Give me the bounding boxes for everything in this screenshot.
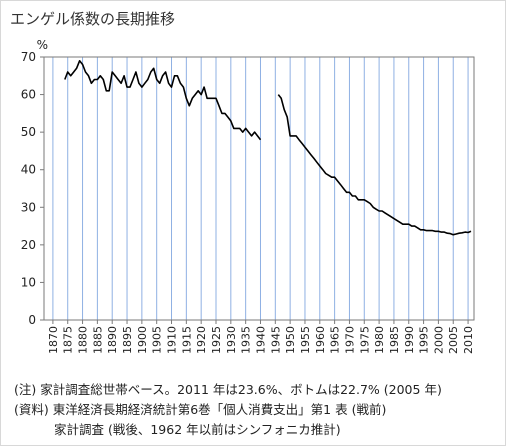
x-tick-label: 1935 (240, 326, 253, 354)
x-tick-label: 1965 (329, 326, 342, 354)
x-tick-label: 1985 (388, 326, 401, 354)
x-tick-label: 2000 (432, 326, 445, 354)
x-tick-label: 1990 (403, 326, 416, 354)
x-tick-label: 1890 (106, 326, 119, 354)
x-tick-label: 1995 (418, 326, 431, 354)
x-tick-label: 1940 (254, 326, 267, 354)
y-tick-label: 0 (28, 313, 36, 327)
y-tick-label: 10 (21, 275, 36, 289)
source-line-continued: 家計調査 (戦後、1962 年以前はシンフォニカ推計) (54, 422, 341, 437)
x-tick-label: 1975 (358, 326, 371, 354)
x-tick-label: 1905 (151, 326, 164, 354)
source-line: (資料) 東洋経済長期経済統計第6巻「個人消費支出」第1 表 (戦前) (14, 402, 387, 417)
x-tick-label: 1870 (47, 326, 60, 354)
x-tick-label: 1895 (121, 326, 134, 354)
y-tick-label: 60 (21, 88, 36, 102)
y-tick-label: 20 (21, 238, 36, 252)
x-tick-label: 1970 (343, 326, 356, 354)
x-tick-label: 1910 (166, 326, 179, 354)
x-tick-label: 1955 (299, 326, 312, 354)
note-line: (注) 家計調査総世帯ベース。2011 年は23.6%、ボトムは22.7% (2… (14, 382, 442, 397)
y-axis-unit: % (37, 38, 48, 52)
series-line-prewar (64, 60, 262, 141)
x-tick-label: 2010 (462, 326, 475, 354)
notes-block: (注) 家計調査総世帯ベース。2011 年は23.6%、ボトムは22.7% (2… (14, 380, 442, 440)
x-tick-label: 1875 (62, 326, 75, 354)
x-tick-label: 2005 (447, 326, 460, 354)
x-tick-label: 1950 (284, 326, 297, 354)
y-tick-label: 50 (21, 125, 36, 139)
x-tick-label: 1880 (77, 326, 90, 354)
x-tick-label: 1945 (269, 326, 282, 354)
y-tick-label: 30 (21, 200, 36, 214)
series-line-postwar (277, 94, 472, 236)
y-tick-label: 70 (21, 50, 36, 64)
plot-area (43, 56, 475, 321)
x-tick-label: 1980 (373, 326, 386, 354)
x-tick-label: 1885 (91, 326, 104, 354)
x-tick-label: 1960 (314, 326, 327, 354)
x-tick-label: 1915 (180, 326, 193, 354)
engel-coefficient-chart: 0 10 20 30 40 50 60 70% 1870 1875 1880 1885 1890 1895… (21, 38, 475, 354)
y-tick-label: 40 (21, 163, 36, 177)
chart-title: エンゲル係数の長期推移 (10, 10, 176, 28)
x-tick-label: 1930 (225, 326, 238, 354)
x-tick-label: 1920 (195, 326, 208, 354)
x-tick-label: 1900 (136, 326, 149, 354)
x-tick-label: 1925 (210, 326, 223, 354)
